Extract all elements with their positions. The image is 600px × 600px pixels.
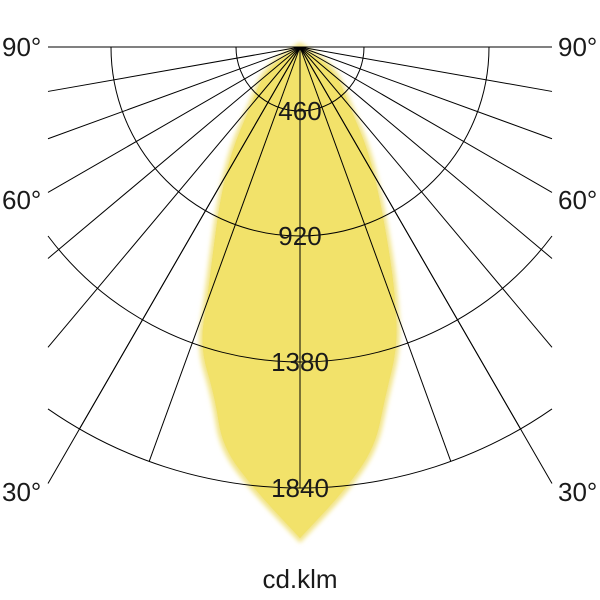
svg-text:90°: 90° (558, 32, 597, 62)
svg-text:460: 460 (278, 96, 321, 126)
svg-text:1840: 1840 (271, 473, 329, 503)
svg-text:1380: 1380 (271, 347, 329, 377)
svg-text:30°: 30° (558, 477, 597, 507)
svg-text:cd.klm: cd.klm (262, 564, 337, 594)
svg-text:60°: 60° (558, 185, 597, 215)
svg-text:90°: 90° (2, 32, 41, 62)
svg-text:920: 920 (278, 221, 321, 251)
svg-text:60°: 60° (2, 185, 41, 215)
svg-text:30°: 30° (2, 477, 41, 507)
